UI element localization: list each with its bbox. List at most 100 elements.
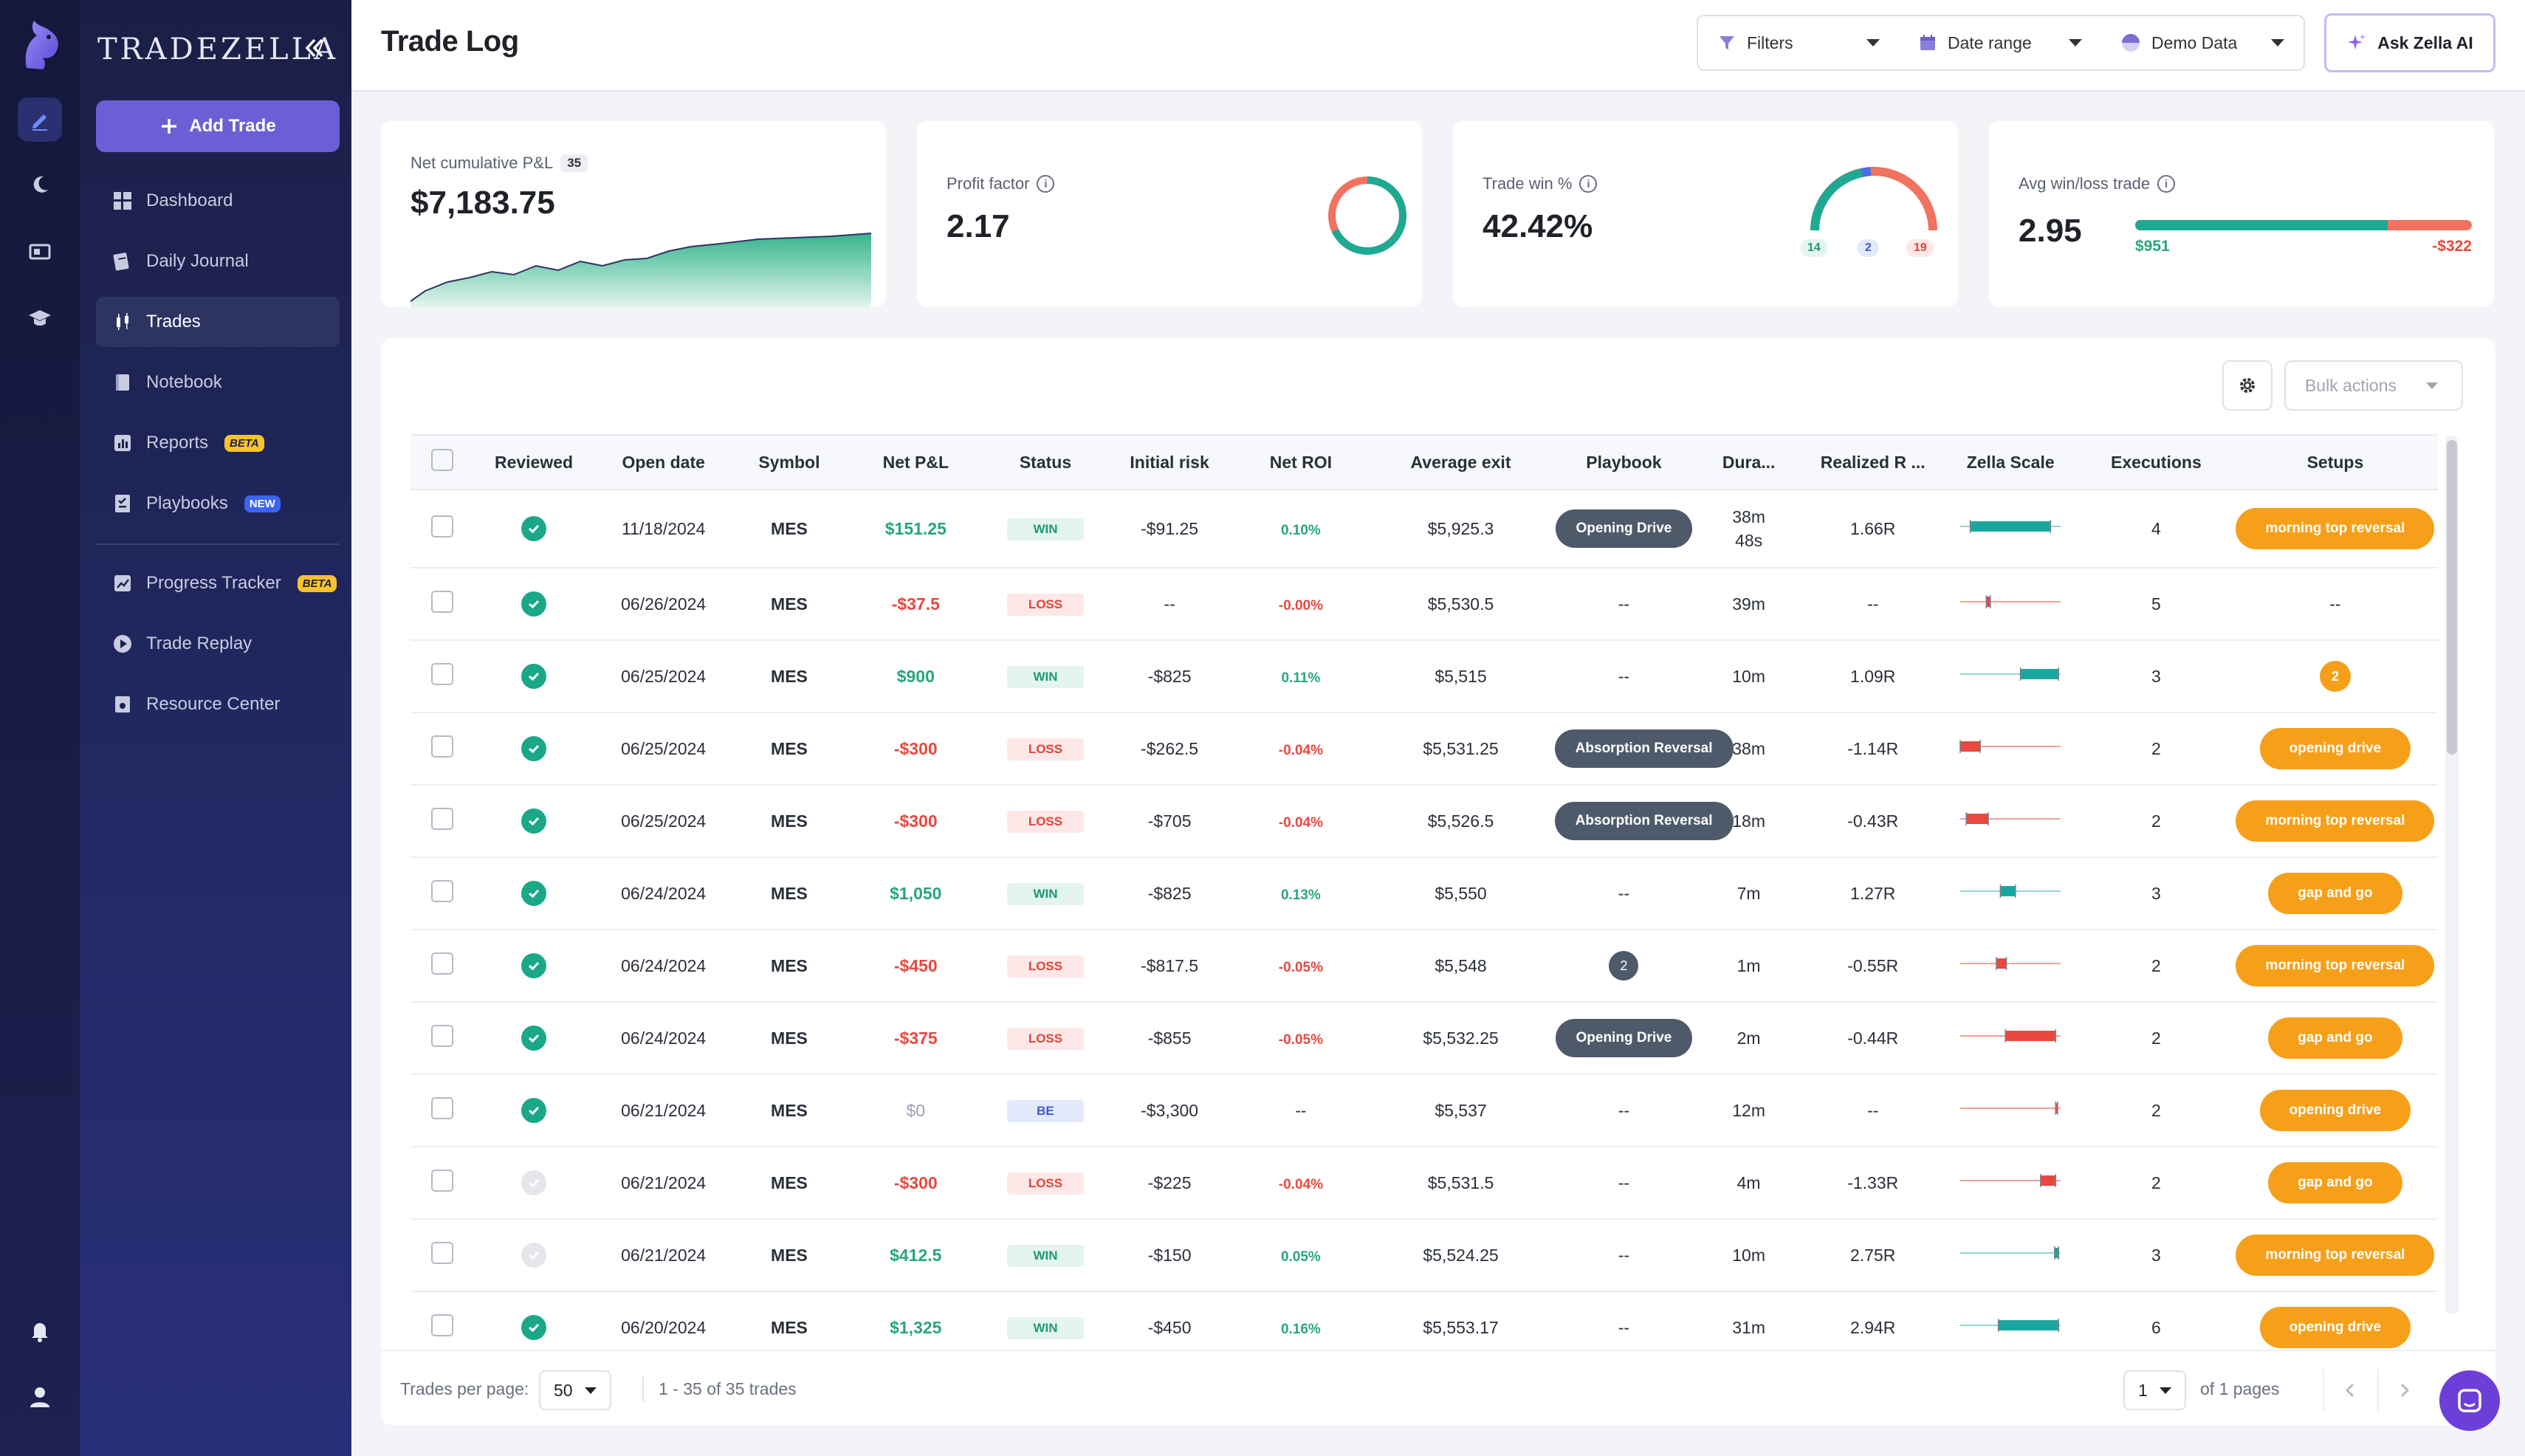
row-checkbox[interactable] — [431, 1314, 454, 1336]
playbook-tag[interactable]: Opening Drive — [1555, 509, 1693, 548]
row-checkbox[interactable] — [431, 735, 454, 758]
select-all-checkbox[interactable] — [431, 449, 454, 471]
column-header[interactable]: Average exit — [1367, 434, 1555, 490]
table-row[interactable]: 06/25/2024 MES $900 WIN -$825 0.11% $5,515 -- 10… — [410, 640, 2438, 713]
check-circle-icon[interactable] — [521, 591, 547, 617]
check-circle-icon[interactable] — [521, 1315, 547, 1340]
page-select[interactable]: 1 — [2123, 1370, 2186, 1410]
date-range-dropdown[interactable]: Date range — [1899, 15, 2103, 71]
table-row[interactable]: 06/24/2024 MES -$450 LOSS -$817.5 -0.05% $5,54… — [410, 930, 2438, 1003]
playbook-tag[interactable]: Absorption Reversal — [1554, 729, 1734, 768]
collapse-sidebar-button[interactable] — [295, 30, 332, 66]
setup-count-badge[interactable]: 2 — [2319, 661, 2351, 692]
sidebar-item-trade-replay[interactable]: Trade Replay — [96, 619, 340, 669]
row-checkbox[interactable] — [431, 1242, 454, 1264]
setup-tag[interactable]: opening drive — [2259, 1090, 2411, 1131]
table-row[interactable]: 06/25/2024 MES -$300 LOSS -$705 -0.04% $5,526.… — [410, 785, 2438, 858]
sidebar-item-dashboard[interactable]: Dashboard — [96, 176, 340, 226]
row-checkbox[interactable] — [431, 591, 454, 613]
row-checkbox[interactable] — [431, 1170, 454, 1192]
check-circle-icon[interactable] — [521, 664, 547, 689]
rail-trades-button[interactable] — [18, 97, 62, 142]
table-row[interactable]: 06/26/2024 MES -$37.5 LOSS -- -0.00% $5,530.5 -… — [410, 568, 2438, 641]
profile-button[interactable] — [18, 1375, 62, 1419]
ask-zella-ai-button[interactable]: Ask Zella AI — [2324, 13, 2495, 72]
setup-tag[interactable]: opening drive — [2259, 1307, 2411, 1348]
column-header[interactable]: Status — [986, 434, 1105, 490]
check-circle-icon[interactable] — [521, 516, 547, 541]
sidebar-item-resource-center[interactable]: Resource Center — [96, 679, 340, 729]
check-circle-icon[interactable] — [521, 736, 547, 761]
column-header[interactable]: Net P&L — [845, 434, 987, 490]
info-icon[interactable]: i — [1579, 175, 1598, 193]
row-checkbox[interactable] — [431, 1097, 454, 1119]
column-header[interactable]: Playbook — [1554, 434, 1694, 490]
setup-tag[interactable]: morning top reversal — [2236, 945, 2435, 986]
column-header[interactable]: Reviewed — [474, 434, 594, 490]
setup-tag[interactable]: gap and go — [2268, 1017, 2402, 1059]
info-icon[interactable]: i — [1037, 175, 1055, 193]
check-circle-icon[interactable] — [521, 953, 547, 978]
scrollbar-thumb[interactable] — [2447, 440, 2457, 755]
column-header[interactable]: Setups — [2232, 434, 2438, 490]
table-settings-button[interactable] — [2222, 360, 2272, 411]
per-page-select[interactable]: 50 — [539, 1370, 611, 1410]
support-chat-button[interactable] — [2439, 1370, 2500, 1431]
column-header[interactable]: Zella Scale — [1941, 434, 2080, 490]
row-checkbox[interactable] — [431, 952, 454, 975]
notifications-button[interactable] — [18, 1308, 62, 1353]
column-header[interactable]: Realized R ... — [1804, 434, 1942, 490]
bulk-actions-button[interactable]: Bulk actions — [2284, 360, 2463, 411]
table-row[interactable]: 06/25/2024 MES -$300 LOSS -$262.5 -0.04% $5,53… — [410, 712, 2438, 786]
setup-tag[interactable]: gap and go — [2268, 873, 2402, 914]
table-row[interactable]: 06/24/2024 MES -$375 LOSS -$855 -0.05% $5,532.… — [410, 1002, 2438, 1075]
next-page-button[interactable] — [2377, 1369, 2430, 1412]
table-row[interactable]: 11/18/2024 MES $151.25 WIN -$91.25 0.10% $5,92… — [410, 490, 2438, 569]
sidebar-item-daily-journal[interactable]: Daily Journal — [96, 236, 340, 286]
sidebar-item-playbooks[interactable]: Playbooks NEW — [96, 478, 340, 529]
playbook-count-badge[interactable]: 2 — [1609, 951, 1639, 981]
check-circle-icon[interactable] — [521, 1026, 547, 1051]
check-circle-icon[interactable] — [521, 881, 547, 906]
table-row[interactable]: 06/21/2024 MES $0 BE -$3,300 -- $5,537 -- 12m -- 2… — [410, 1074, 2438, 1147]
setup-tag[interactable]: morning top reversal — [2236, 800, 2435, 842]
add-trade-button[interactable]: Add Trade — [96, 100, 340, 152]
column-header[interactable]: Symbol — [733, 434, 845, 490]
account-dropdown[interactable]: Demo Data — [2101, 15, 2305, 71]
check-circle-icon[interactable] — [521, 808, 547, 834]
column-header[interactable]: Executions — [2079, 434, 2233, 490]
prev-page-button[interactable] — [2323, 1369, 2376, 1412]
row-checkbox[interactable] — [431, 515, 454, 538]
table-row[interactable]: 06/21/2024 MES -$300 LOSS -$225 -0.04% $5,531.… — [410, 1147, 2438, 1220]
rail-university-button[interactable] — [18, 295, 62, 340]
tradezella-logo-icon[interactable] — [16, 16, 65, 72]
playbook-tag[interactable]: Absorption Reversal — [1554, 802, 1734, 840]
row-checkbox[interactable] — [431, 808, 454, 830]
table-row[interactable]: 06/24/2024 MES $1,050 WIN -$825 0.13% $5,550 --… — [410, 857, 2438, 930]
table-scrollbar[interactable] — [2445, 436, 2459, 1314]
check-circle-icon[interactable] — [521, 1170, 547, 1195]
sidebar-item-progress-tracker[interactable]: Progress Tracker BETA — [96, 558, 340, 608]
column-header[interactable]: Dura... — [1693, 434, 1805, 490]
sidebar-item-notebook[interactable]: Notebook — [96, 357, 340, 408]
setup-tag[interactable]: morning top reversal — [2236, 508, 2435, 549]
info-icon[interactable]: i — [2157, 175, 2176, 193]
row-checkbox[interactable] — [431, 1025, 454, 1047]
sidebar-item-reports[interactable]: Reports BETA — [96, 418, 340, 468]
column-header[interactable]: Open date — [593, 434, 734, 490]
table-row[interactable]: 06/21/2024 MES $412.5 WIN -$150 0.05% $5,524.2… — [410, 1219, 2438, 1292]
setup-tag[interactable]: morning top reversal — [2236, 1234, 2435, 1276]
setup-tag[interactable]: opening drive — [2259, 728, 2411, 769]
filters-dropdown[interactable]: Filters — [1697, 15, 1900, 71]
playbook-tag[interactable]: Opening Drive — [1555, 1019, 1693, 1057]
check-circle-icon[interactable] — [521, 1098, 547, 1123]
column-header[interactable]: Net ROI — [1234, 434, 1367, 490]
row-checkbox[interactable] — [431, 663, 454, 685]
rail-reports-button[interactable] — [18, 229, 62, 273]
check-circle-icon[interactable] — [521, 1243, 547, 1268]
setup-tag[interactable]: gap and go — [2268, 1162, 2402, 1203]
sidebar-item-trades[interactable]: Trades — [96, 297, 340, 347]
row-checkbox[interactable] — [431, 880, 454, 902]
column-header[interactable]: Initial risk — [1104, 434, 1235, 490]
rail-replay-button[interactable] — [18, 162, 62, 207]
